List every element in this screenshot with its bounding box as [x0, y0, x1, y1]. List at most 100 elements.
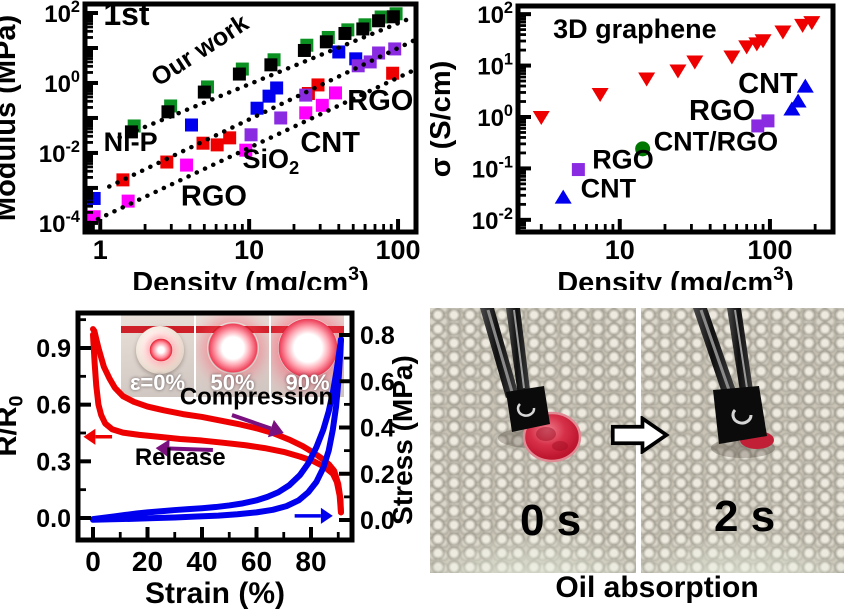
x-axis-label: Density (mg/cm3) [132, 263, 369, 290]
data-point-marker [315, 98, 329, 112]
data-point-marker [761, 114, 775, 128]
rr0-release-curve [90, 331, 344, 516]
oil-droplet-texture [552, 441, 568, 451]
y-right-tick-label: 0.8 [360, 322, 395, 350]
y-left-tick-label: 0.6 [36, 392, 71, 420]
y-right-tick-label: 0.6 [360, 368, 395, 396]
graphene-3d-series [532, 16, 821, 125]
data-point-marker [571, 163, 585, 177]
data-point-marker [796, 78, 814, 93]
strain-chart: 0 20 40 60 80 0.0 0.3 0.6 0.9 0.0 0.2 0.4 0.6 0.8 Comp… [0, 310, 418, 609]
data-point-marker [783, 101, 801, 116]
data-point-marker [591, 87, 609, 102]
data-point-marker [338, 26, 352, 40]
led-photo-50pct: 50% [196, 315, 269, 397]
y-right-axis-label: Stress (MPa) [387, 355, 418, 525]
annotation-label: CNT [581, 174, 637, 204]
plot-frame [75, 310, 355, 543]
data-point-marker [264, 58, 278, 72]
data-point-marker [532, 110, 550, 125]
plot-frame [515, 3, 836, 235]
y-tick-label: 10-2 [39, 138, 80, 168]
led-strain-label: 90% [285, 370, 330, 395]
y-tick-label: 10-2 [472, 205, 513, 235]
annotation-label: Compression [180, 384, 333, 411]
data-point-marker [180, 158, 194, 172]
x-tick-label: 1 [93, 235, 108, 265]
annotation-label: RGO [592, 144, 654, 174]
rr0-compression-curve [90, 326, 344, 516]
data-point-marker [250, 101, 264, 115]
data-point-marker [299, 88, 313, 102]
data-point-marker [803, 16, 821, 31]
data-point-marker [794, 18, 812, 33]
annotation-label: CNT [300, 127, 360, 159]
led-strain-label: 50% [210, 370, 255, 395]
data-point-marker [328, 86, 342, 100]
x-tick-label: 10 [605, 235, 635, 265]
trend-line [107, 37, 418, 189]
annotation-label: CNT/RGO [654, 126, 779, 156]
x-tick-label: 60 [241, 546, 272, 577]
stress-unloading-curve [90, 336, 344, 523]
oil-absorption-panel: 0 s 2 s [430, 290, 844, 609]
annotation-label: 3D graphene [553, 14, 717, 44]
data-point-marker [554, 189, 572, 204]
cnt-low-density-series [554, 189, 572, 204]
cnt-rgo-series [635, 141, 651, 157]
data-point-marker [386, 66, 400, 80]
oil-photo-0s: 0 s [430, 308, 636, 573]
annotation-label: RGO [181, 181, 247, 213]
rgo-low-density-series [571, 163, 585, 177]
annotation-label: SiO2 [243, 144, 300, 178]
cube-highlight [731, 408, 753, 425]
data-point-marker [299, 106, 313, 120]
blue-right-axis-arrow [294, 507, 333, 524]
led-strain-label: ε=0% [129, 370, 186, 395]
stress-loading-curve [90, 336, 344, 523]
led-photo-0pct: ε=0% [121, 315, 194, 397]
y-right-tick-label: 0.2 [360, 461, 395, 489]
tweezers-prong-icon [727, 308, 753, 398]
plot-frame [82, 1, 419, 235]
data-point-marker [210, 138, 224, 152]
y-tick-label: 101 [477, 50, 513, 80]
data-point-marker [232, 67, 246, 81]
x-tick-label: 0 [85, 546, 101, 577]
data-point-marker [686, 55, 704, 70]
x-tick-label: 40 [186, 546, 217, 577]
x-axis-label: Density (mg/cm3) [557, 263, 794, 290]
y-tick-label: 10-4 [39, 208, 80, 238]
panel-strain-chart-wrap: ε=0% 50% 90% 0 20 40 60 80 0.0 0.3 0.6 0.9 0.0 0.2… [0, 290, 430, 609]
y-left-tick-label: 0.3 [36, 448, 71, 476]
tweezers-prong-icon [506, 308, 530, 396]
y-axis-label: Modulus (MPa) [0, 15, 22, 221]
y-tick-label: 10-1 [472, 153, 513, 183]
sponge-cube [506, 386, 550, 432]
y-left-tick-label: 0.9 [36, 335, 71, 363]
annotation-label: Release [135, 444, 226, 471]
data-point-marker [638, 72, 656, 87]
y-right-tick-label: 0.0 [360, 507, 395, 535]
data-point-marker [223, 131, 237, 145]
x-tick-label: 10 [234, 235, 264, 265]
x-tick-label: 20 [132, 546, 163, 577]
tweezers-highlight [734, 309, 748, 389]
y-left-axis-label: R/R0 [0, 396, 27, 457]
annotation-label: Ni-P [104, 127, 158, 157]
x-tick-label: 100 [747, 235, 792, 265]
annotation-label: CNT [738, 68, 798, 100]
tweezers-highlight [699, 309, 731, 391]
oil-droplet-texture [536, 427, 556, 441]
y-tick-label: 102 [44, 0, 80, 28]
data-point-marker [738, 40, 756, 55]
data-point-marker [754, 34, 772, 49]
data-point-marker [774, 25, 792, 40]
data-point-marker [635, 141, 651, 157]
data-point-marker [386, 10, 400, 24]
sponge-cube [713, 386, 767, 444]
tweezers-prong-icon [693, 308, 735, 396]
